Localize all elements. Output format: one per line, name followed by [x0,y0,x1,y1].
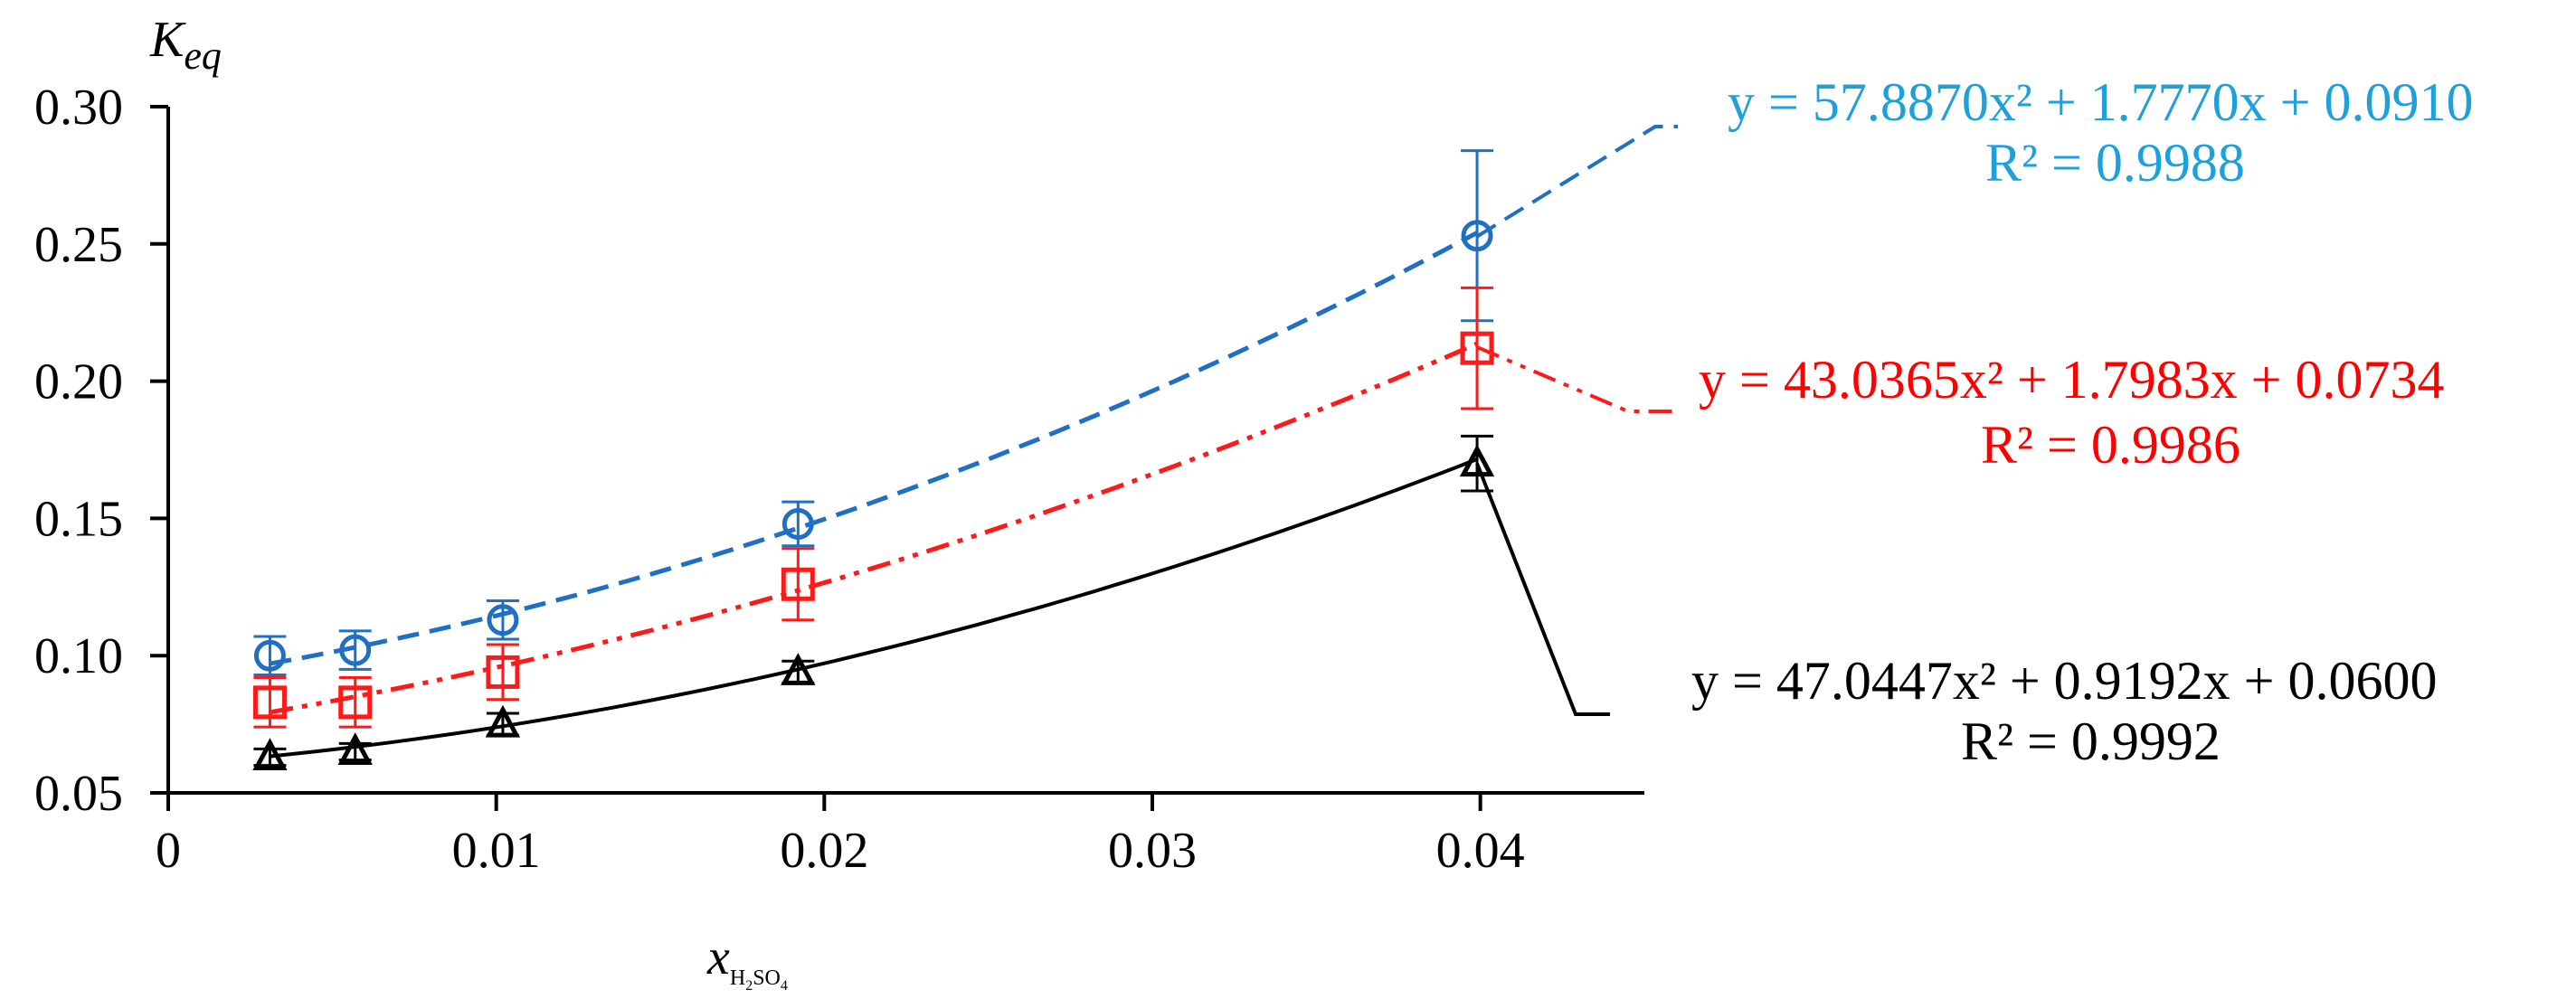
y-tick-label: 0.25 [34,217,123,273]
r-squared-label: R² = 0.9992 [1961,712,2221,771]
data-point-triangle [252,738,288,771]
x-tick-label: 0.02 [780,823,868,879]
data-point-circle [487,604,519,636]
y-tick-label: 0.05 [34,766,123,822]
data-point-circle [781,507,814,540]
data-point-circle [1461,220,1493,252]
equation-label: y = 47.0447x² + 0.9192x + 0.0600 [1691,651,2438,711]
trendline [269,341,1479,715]
data-point-triangle [337,732,373,765]
data-point-square [486,655,520,689]
x-tick-label: 0 [156,823,181,879]
data-point-circle [339,634,372,666]
data-point-circle [253,639,286,672]
data-point-square [252,685,287,720]
r-squared-label: R² = 0.9988 [1985,133,2245,193]
leader-line [1475,125,1678,239]
x-axis-title: xH2SO4 [706,929,788,994]
data-point-triangle [1459,444,1495,477]
data-point-triangle [485,704,521,738]
trendline [269,231,1479,666]
y-tick-label: 0.30 [34,80,123,136]
data-point-square [338,685,373,720]
equation-label: y = 57.8870x² + 1.7770x + 0.0910 [1728,72,2474,132]
series-triangle [252,434,1495,771]
y-tick-label: 0.15 [34,491,123,547]
y-axis-title: Keq [149,12,222,78]
x-tick-label: 0.01 [452,823,541,879]
equation-label: y = 43.0365x² + 1.7983x + 0.0734 [1699,350,2445,410]
x-tick-label: 0.04 [1436,823,1525,879]
leader-line [1475,462,1610,716]
series-circle [253,149,1494,676]
series-square [252,286,1494,729]
plot-area [252,149,1495,771]
data-point-triangle [781,653,816,685]
data-point-square [781,567,815,601]
x-tick-label: 0.03 [1108,823,1197,879]
y-tick-label: 0.20 [34,354,123,410]
y-tick-label: 0.10 [34,628,123,684]
r-squared-label: R² = 0.9986 [1981,415,2240,475]
trendline [270,457,1478,759]
data-point-square [1460,331,1494,365]
leader-line [1476,345,1678,413]
axes: 0.05 0.10 0.15 0.20 0.25 0.30 0 0.01 0.02 0.03 0.0… [34,80,1644,879]
